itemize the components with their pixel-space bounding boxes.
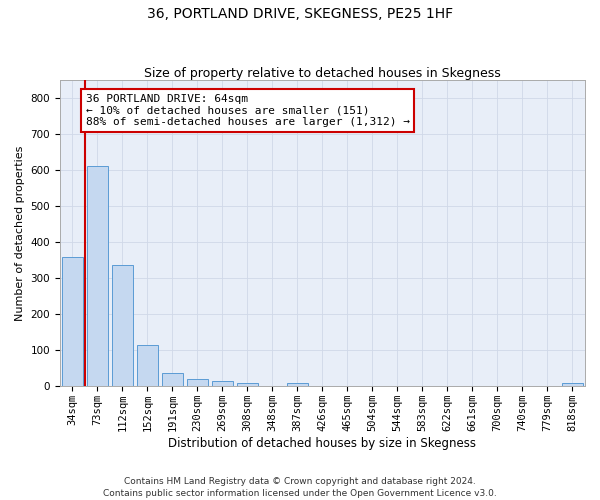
- Bar: [112, 265, 133, 386]
- Bar: [137, 345, 158, 387]
- Text: 36 PORTLAND DRIVE: 64sqm
← 10% of detached houses are smaller (151)
88% of semi-: 36 PORTLAND DRIVE: 64sqm ← 10% of detach…: [86, 94, 410, 127]
- Title: Size of property relative to detached houses in Skegness: Size of property relative to detached ho…: [144, 66, 501, 80]
- Text: 36, PORTLAND DRIVE, SKEGNESS, PE25 1HF: 36, PORTLAND DRIVE, SKEGNESS, PE25 1HF: [147, 8, 453, 22]
- Bar: [237, 382, 258, 386]
- Y-axis label: Number of detached properties: Number of detached properties: [15, 145, 25, 320]
- Bar: [162, 374, 183, 386]
- Bar: [87, 166, 108, 386]
- Bar: [562, 384, 583, 386]
- Bar: [287, 384, 308, 386]
- X-axis label: Distribution of detached houses by size in Skegness: Distribution of detached houses by size …: [169, 437, 476, 450]
- Text: Contains HM Land Registry data © Crown copyright and database right 2024.
Contai: Contains HM Land Registry data © Crown c…: [103, 476, 497, 498]
- Bar: [212, 381, 233, 386]
- Bar: [62, 257, 83, 386]
- Bar: [187, 379, 208, 386]
